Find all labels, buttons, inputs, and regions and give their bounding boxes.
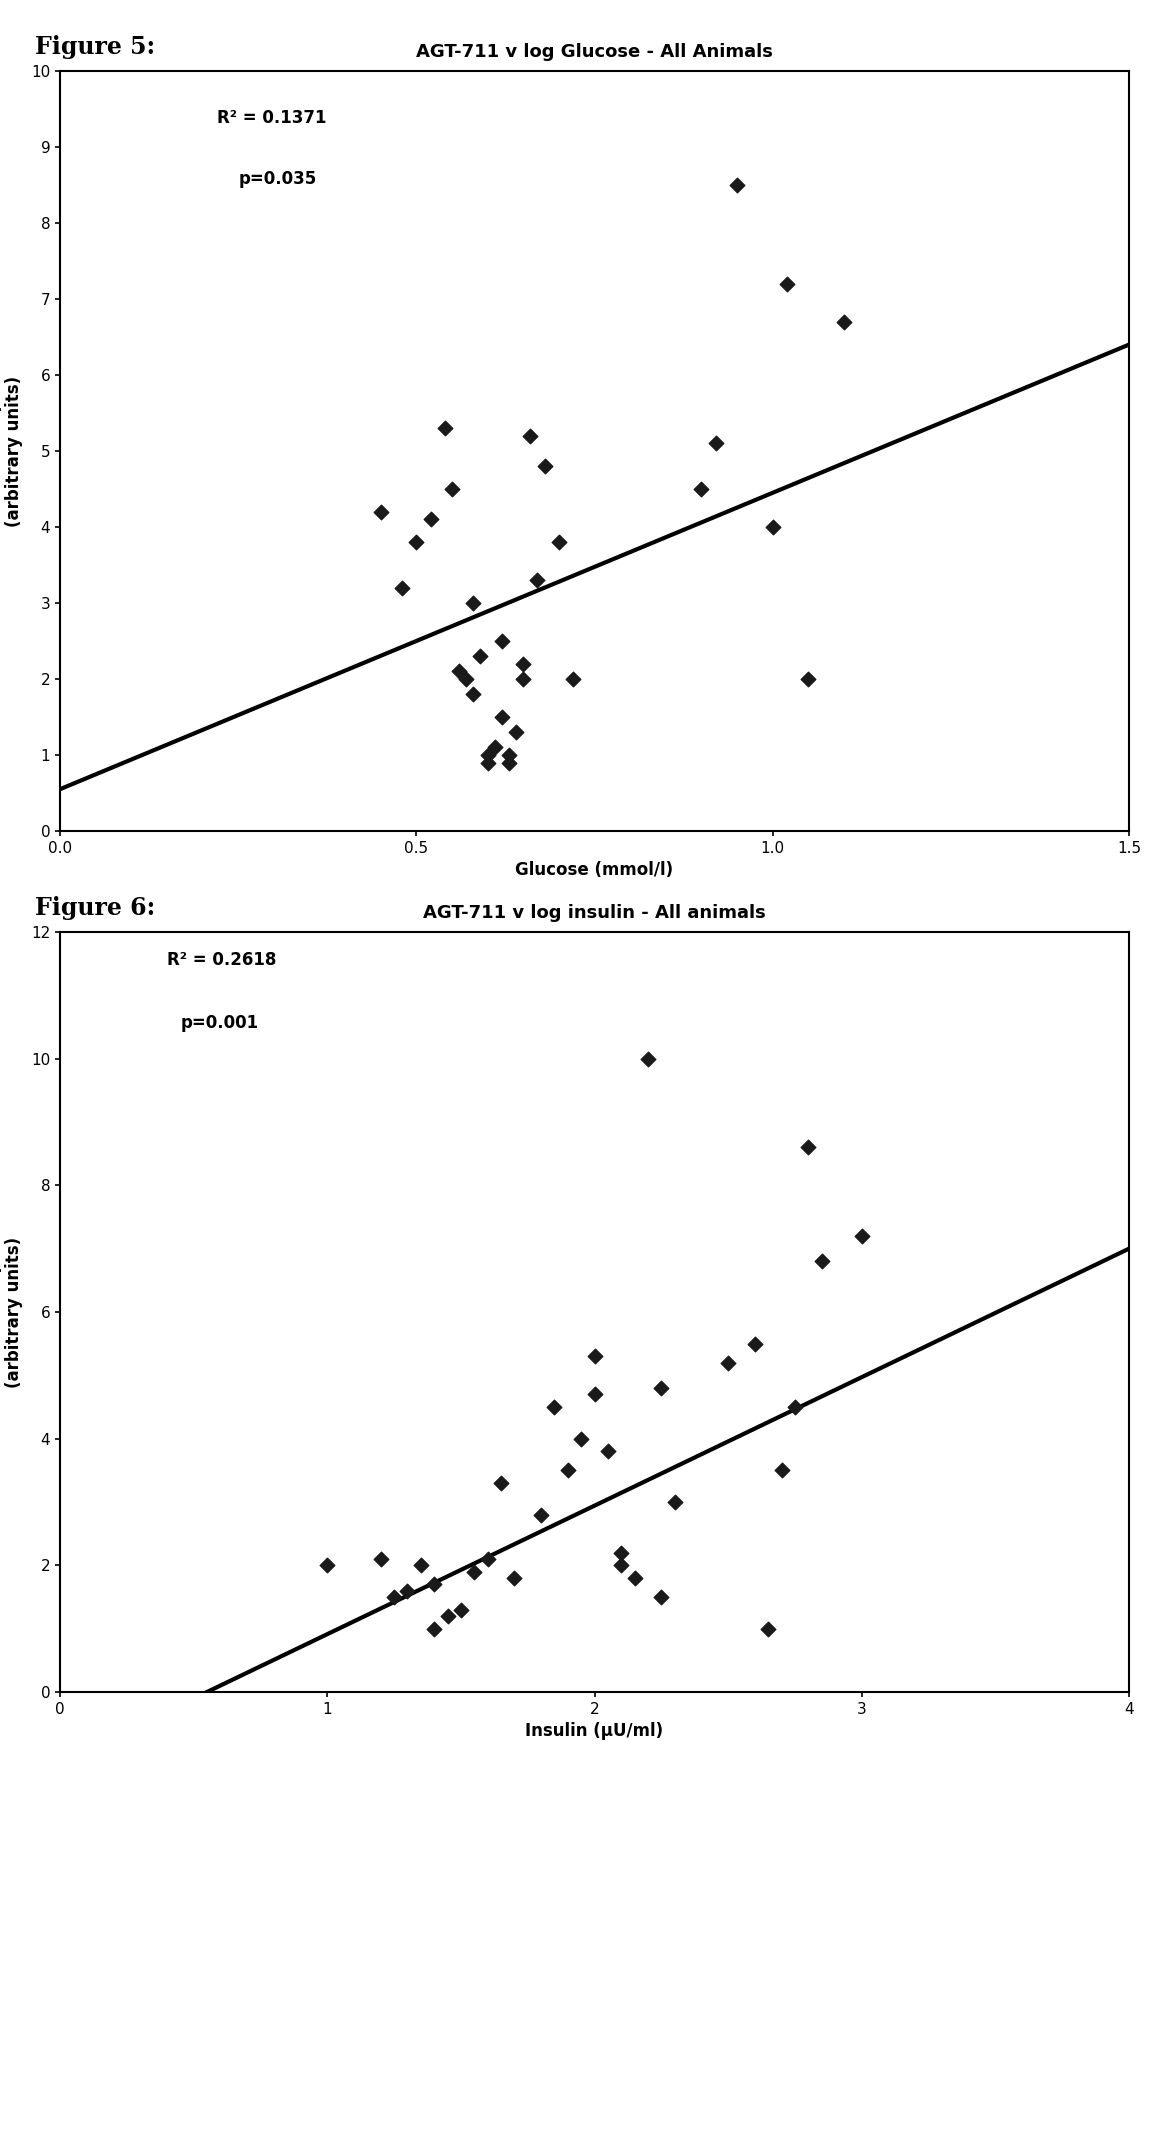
Point bbox=[572, 1422, 591, 1457]
Text: Figure 5:: Figure 5: bbox=[35, 34, 155, 58]
Point bbox=[612, 1547, 630, 1582]
Point bbox=[514, 646, 532, 681]
Point bbox=[585, 1338, 604, 1373]
Point bbox=[492, 1465, 510, 1500]
Point bbox=[764, 511, 782, 545]
Point bbox=[372, 1541, 390, 1575]
Point bbox=[479, 1541, 497, 1575]
Title: AGT-711 v log Glucose - All Animals: AGT-711 v log Glucose - All Animals bbox=[417, 43, 773, 60]
Point bbox=[392, 571, 411, 606]
Point bbox=[464, 586, 482, 621]
Point bbox=[529, 562, 547, 597]
Point bbox=[522, 418, 540, 453]
Point bbox=[471, 640, 489, 675]
Point bbox=[425, 1612, 443, 1646]
Point bbox=[500, 737, 518, 771]
Point bbox=[493, 700, 511, 735]
Point bbox=[372, 493, 390, 528]
Point bbox=[479, 737, 497, 771]
Point bbox=[564, 662, 583, 696]
Point bbox=[507, 715, 525, 750]
Point bbox=[457, 662, 475, 696]
X-axis label: Insulin (μU/ml): Insulin (μU/ml) bbox=[525, 1722, 664, 1741]
Point bbox=[479, 746, 497, 780]
Point bbox=[759, 1612, 778, 1646]
Point bbox=[745, 1327, 764, 1362]
Point bbox=[625, 1560, 644, 1595]
Point bbox=[500, 746, 518, 780]
Point bbox=[486, 731, 504, 765]
Point bbox=[786, 1390, 804, 1424]
Point bbox=[549, 526, 568, 560]
Point bbox=[443, 472, 462, 506]
Point bbox=[666, 1485, 684, 1519]
Point bbox=[435, 412, 454, 446]
Text: p=0.035: p=0.035 bbox=[238, 170, 316, 187]
Point bbox=[465, 1554, 484, 1588]
Point bbox=[384, 1580, 403, 1614]
Point bbox=[638, 1041, 657, 1075]
Point bbox=[439, 1599, 457, 1633]
Y-axis label: AGT-711 Gene Expression
(arbitrary units): AGT-711 Gene Expression (arbitrary units… bbox=[0, 1192, 23, 1431]
Point bbox=[545, 1390, 563, 1424]
Text: R² = 0.2618: R² = 0.2618 bbox=[167, 950, 276, 970]
Text: Figure 6:: Figure 6: bbox=[35, 896, 155, 920]
Point bbox=[425, 1567, 443, 1601]
Point bbox=[532, 1498, 550, 1532]
Point bbox=[535, 448, 554, 483]
X-axis label: Glucose (mmol/l): Glucose (mmol/l) bbox=[516, 862, 674, 879]
Title: AGT-711 v log insulin - All animals: AGT-711 v log insulin - All animals bbox=[424, 905, 766, 922]
Point bbox=[652, 1371, 670, 1405]
Point bbox=[412, 1547, 430, 1582]
Point bbox=[719, 1345, 737, 1379]
Point bbox=[853, 1220, 871, 1254]
Point bbox=[599, 1433, 617, 1468]
Point bbox=[706, 427, 725, 461]
Point bbox=[812, 1243, 831, 1278]
Point bbox=[398, 1573, 417, 1608]
Point bbox=[585, 1377, 604, 1412]
Point bbox=[421, 502, 440, 537]
Point bbox=[692, 472, 711, 506]
Point bbox=[493, 623, 511, 657]
Point bbox=[778, 267, 796, 302]
Point bbox=[451, 1593, 470, 1627]
Point bbox=[799, 662, 817, 696]
Point bbox=[514, 662, 532, 696]
Point bbox=[834, 304, 853, 338]
Point bbox=[772, 1452, 790, 1487]
Text: p=0.001: p=0.001 bbox=[180, 1015, 258, 1032]
Text: R² = 0.1371: R² = 0.1371 bbox=[217, 110, 327, 127]
Point bbox=[728, 168, 747, 203]
Point bbox=[464, 677, 482, 711]
Point bbox=[505, 1560, 524, 1595]
Y-axis label: AGT-711 Gene Expression
(arbitrary units): AGT-711 Gene Expression (arbitrary units… bbox=[0, 332, 23, 571]
Point bbox=[450, 655, 469, 690]
Point bbox=[612, 1534, 630, 1569]
Point bbox=[319, 1547, 337, 1582]
Point bbox=[559, 1452, 577, 1487]
Point bbox=[799, 1129, 817, 1164]
Point bbox=[407, 526, 426, 560]
Point bbox=[652, 1580, 670, 1614]
